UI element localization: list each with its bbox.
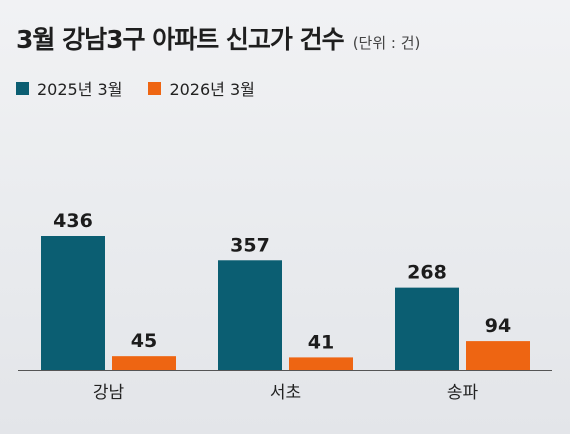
chart-title: 3월 강남3구 아파트 신고가 건수 [16, 25, 345, 54]
data-label-강남-series-0: 436 [53, 210, 93, 232]
legend-item-2026: 2026년 3월 [148, 76, 255, 100]
x-tick-label-송파: 송파 [447, 383, 479, 403]
legend-swatch-2026 [148, 81, 162, 95]
chart-unit: (단위 : 건) [352, 34, 421, 52]
bar-서초-series-0 [218, 260, 282, 370]
data-label-강남-series-1: 45 [131, 330, 157, 352]
legend-label-2026: 2026년 3월 [169, 80, 255, 99]
bar-서초-series-1 [289, 357, 353, 370]
x-tick-label-강남: 강남 [93, 383, 125, 403]
bar-강남-series-1 [112, 356, 176, 370]
bar-송파-series-0 [395, 287, 459, 370]
data-label-송파-series-1: 94 [485, 315, 511, 337]
legend-label-2025: 2025년 3월 [37, 80, 123, 99]
bar-송파-series-1 [466, 341, 530, 370]
legend-swatch-2025 [16, 81, 29, 95]
x-tick-label-서초: 서초 [270, 383, 301, 403]
bar-강남-series-0 [41, 236, 105, 370]
data-label-서초-series-0: 357 [230, 234, 270, 256]
chart-title-row: 3월 강남3구 아파트 신고가 건수 (단위 : 건) [16, 20, 420, 56]
legend-item-2025: 2025년 3월 [16, 76, 122, 100]
data-label-송파-series-0: 268 [407, 262, 447, 284]
legend: 2025년 3월 2026년 3월 [16, 76, 281, 100]
data-label-서초-series-1: 41 [308, 331, 334, 353]
